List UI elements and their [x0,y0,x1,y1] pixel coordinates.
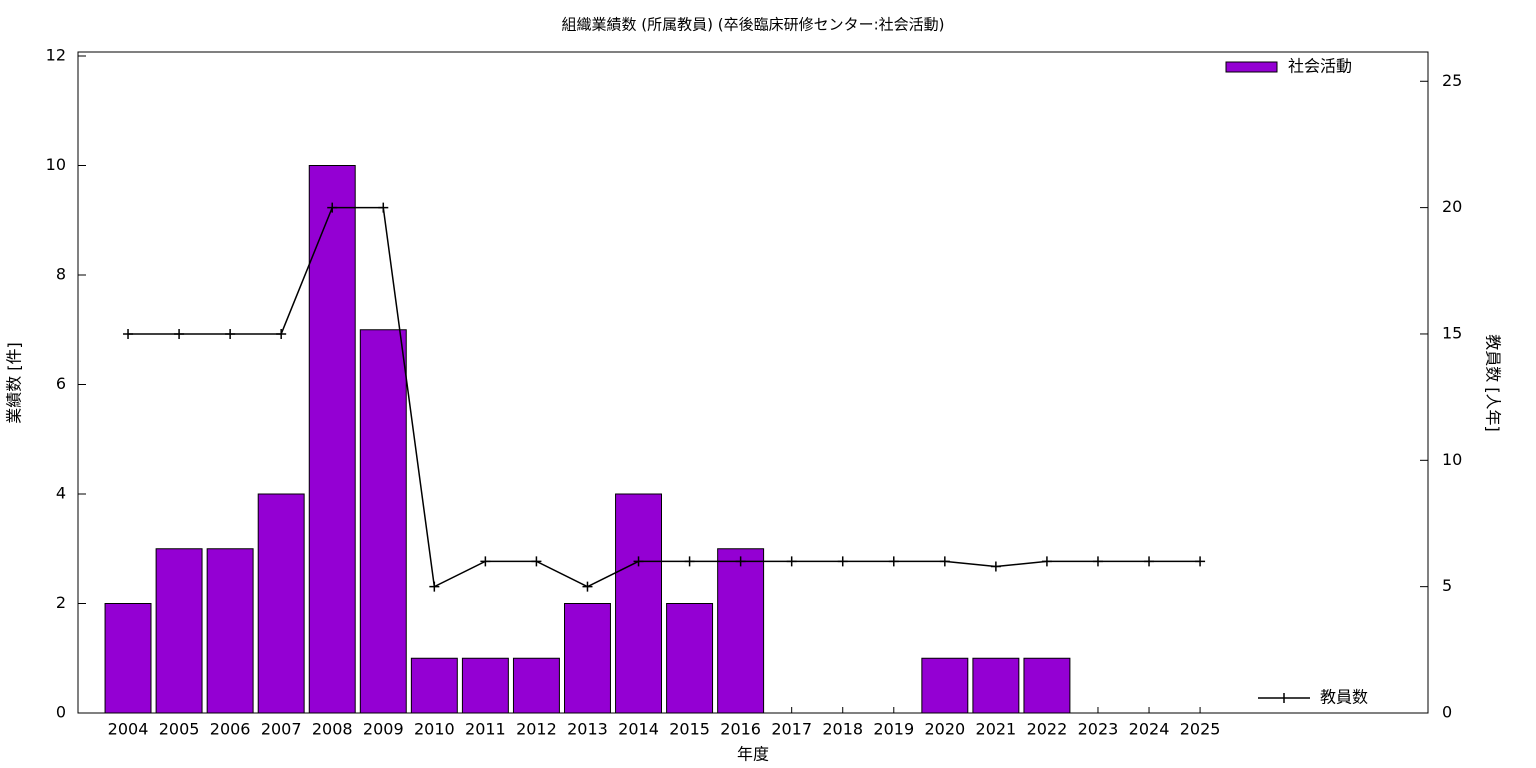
point-marker [1195,556,1206,567]
y2-tick-label: 25 [1442,71,1462,90]
point-marker [786,556,797,567]
bar [512,657,560,714]
y-tick-label: 10 [46,155,66,174]
bar [461,657,509,714]
point-marker [990,561,1001,572]
point-marker [633,556,644,567]
point-marker [276,328,287,339]
point-marker [888,556,899,567]
y-axis-label: 業績数 [件] [5,342,24,424]
bar [410,657,458,714]
point-marker [684,556,695,567]
bar [359,329,407,714]
bar [308,165,356,714]
x-tick-label: 2007 [261,720,302,739]
x-axis-label: 年度 [737,745,769,764]
y2-tick-label: 5 [1442,576,1452,595]
y-tick-label: 0 [56,703,66,722]
x-tick-label: 2019 [873,720,914,739]
x-tick-label: 2011 [465,720,506,739]
x-tick-label: 2010 [414,720,455,739]
point-marker [429,581,440,592]
chart-title: 組織業績数 (所属教員) (卒後臨床研修センター:社会活動) [561,16,944,34]
bar [257,493,305,714]
x-tick-label: 2016 [720,720,761,739]
y-tick-label: 2 [56,593,66,612]
point-marker [837,556,848,567]
y2-tick-label: 10 [1442,450,1462,469]
point-marker [480,556,491,567]
point-marker [735,556,746,567]
x-tick-label: 2009 [363,720,404,739]
x-tick-label: 2005 [159,720,200,739]
x-tick-label: 2022 [1027,720,1068,739]
y-tick-label: 6 [56,374,66,393]
x-tick-label: 2008 [312,720,353,739]
x-tick-label: 2004 [108,720,149,739]
bar [155,548,203,714]
x-tick-label: 2024 [1129,720,1170,739]
x-tick-label: 2014 [618,720,659,739]
bar [666,603,714,714]
point-marker [327,202,338,213]
legend-label: 教員数 [1320,688,1368,707]
x-tick-label: 2025 [1180,720,1221,739]
line [128,206,1201,588]
x-tick-label: 2021 [976,720,1017,739]
y-tick-label: 8 [56,265,66,284]
point-marker [225,328,236,339]
legend-label: 社会活動 [1288,57,1352,76]
bar [717,548,765,714]
bar [206,548,254,714]
legend-swatch [1225,61,1278,73]
point-marker [582,581,593,592]
point-marker [939,556,950,567]
x-tick-label: 2012 [516,720,557,739]
point-marker [1041,556,1052,567]
x-tick-label: 2015 [669,720,710,739]
x-tick-label: 2013 [567,720,608,739]
point-marker [174,328,185,339]
point-marker [123,328,134,339]
bar [615,493,663,714]
x-tick-label: 2006 [210,720,251,739]
y2-axis-label: 教員数 [人年] [1484,334,1503,432]
x-tick-label: 2018 [822,720,863,739]
x-tick-label: 2017 [771,720,812,739]
point-marker [1144,556,1155,567]
x-tick-label: 2020 [924,720,965,739]
bar [1023,657,1071,714]
bar [104,603,152,714]
y2-tick-label: 15 [1442,323,1462,342]
y-tick-label: 4 [56,484,66,503]
y2-tick-label: 20 [1442,197,1462,216]
point-marker [1092,556,1103,567]
bar [564,603,611,714]
point-marker [378,202,389,213]
x-tick-label: 2023 [1078,720,1119,739]
bar [972,657,1020,714]
legend-line [1258,693,1310,703]
y2-tick-label: 0 [1442,703,1452,722]
y-tick-label: 12 [46,46,66,65]
bar [921,657,969,714]
point-marker [531,556,542,567]
